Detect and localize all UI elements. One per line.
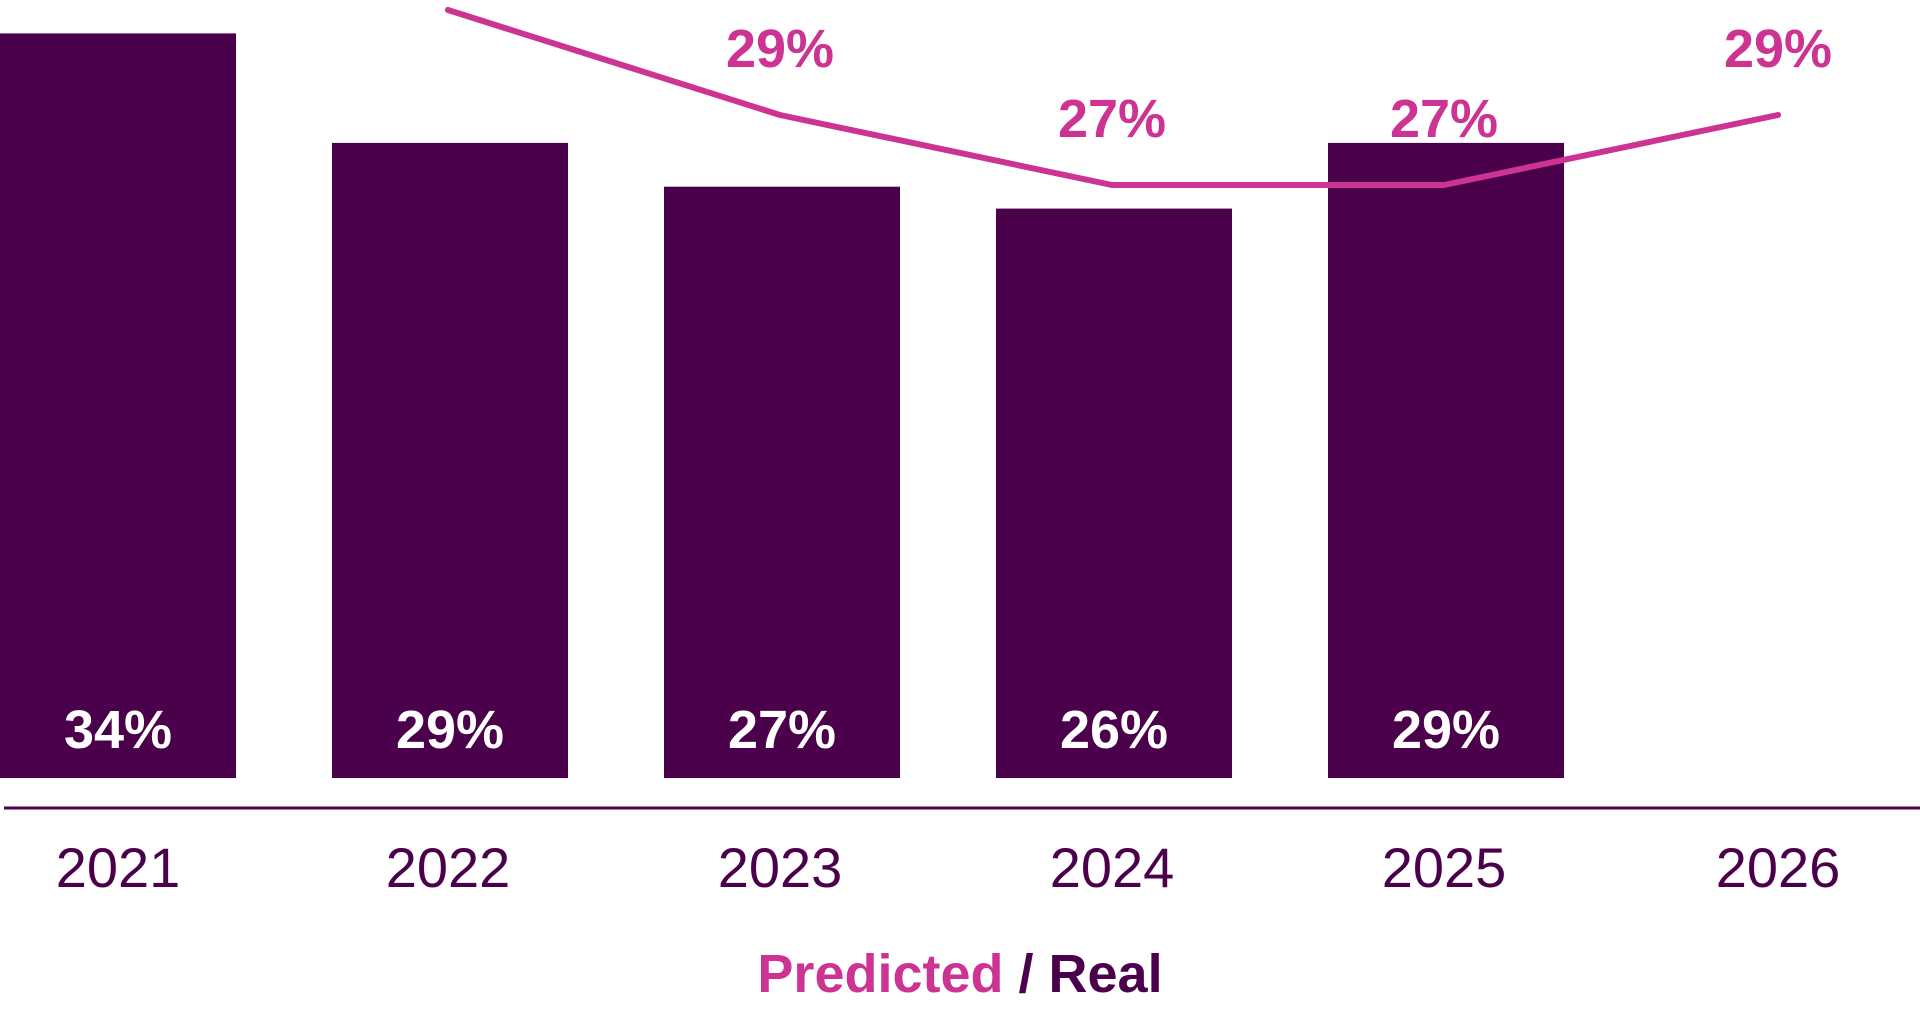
legend: Predicted / Real	[757, 944, 1162, 1004]
x-tick-label-2026: 2026	[1716, 836, 1841, 899]
bar-label-2023: 27%	[728, 700, 836, 760]
bar-label-2022: 29%	[396, 700, 504, 760]
legend-separator: /	[1004, 944, 1049, 1004]
predicted-label-2026: 29%	[1724, 19, 1832, 79]
legend-predicted: Predicted	[757, 944, 1003, 1004]
x-tick-label-2023: 2023	[718, 836, 843, 899]
year-labels-group: 2021 2022 2023 2024 2025 2026	[56, 836, 1841, 899]
predicted-label-2024: 27%	[1058, 89, 1166, 149]
bar-labels-group: 34% 29% 27% 26% 29%	[64, 700, 1500, 760]
predicted-point-2023	[777, 112, 783, 118]
bar-label-2025: 29%	[1392, 700, 1500, 760]
x-tick-label-2022: 2022	[386, 836, 511, 899]
x-tick-label-2025: 2025	[1382, 836, 1507, 899]
bar-label-2021: 34%	[64, 700, 172, 760]
bar-2023	[664, 186, 900, 778]
predicted-label-2025: 27%	[1390, 89, 1498, 149]
bar-2025	[1328, 142, 1564, 778]
bar-2024	[996, 208, 1232, 779]
predicted-point-2025	[1441, 182, 1447, 188]
predicted-point-2024	[1109, 182, 1115, 188]
predicted-labels-group: 32%29%27%27%29%	[445, 7, 1832, 188]
predicted-label-2023: 29%	[726, 19, 834, 79]
legend-real: Real	[1049, 944, 1163, 1004]
predicted-point-2026	[1775, 112, 1781, 118]
bar-2022	[332, 142, 568, 778]
bars-group	[0, 33, 1564, 779]
x-tick-label-2024: 2024	[1050, 836, 1175, 899]
predicted-point-2022	[445, 7, 451, 13]
bar-2021	[0, 33, 236, 778]
bar-label-2024: 26%	[1060, 700, 1168, 760]
x-tick-label-2021: 2021	[56, 836, 181, 899]
